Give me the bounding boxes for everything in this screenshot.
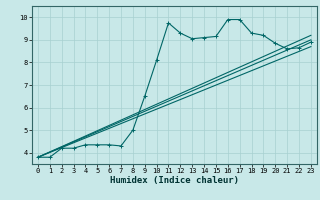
X-axis label: Humidex (Indice chaleur): Humidex (Indice chaleur) — [110, 176, 239, 185]
